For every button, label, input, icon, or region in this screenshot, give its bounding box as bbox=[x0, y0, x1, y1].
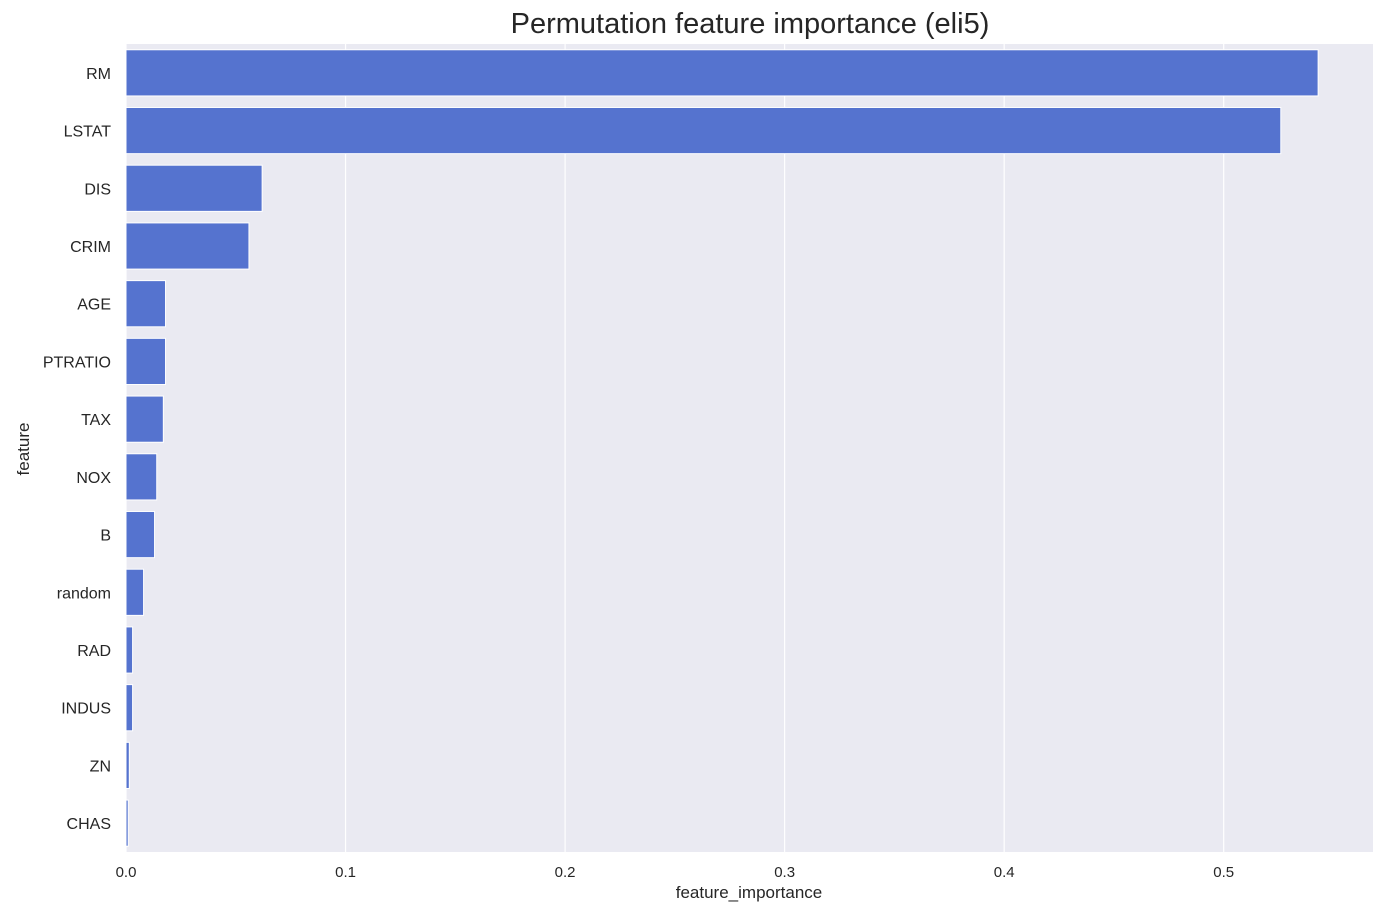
y-tick-label-nox: NOX bbox=[76, 470, 111, 487]
bar-tax bbox=[125, 395, 164, 443]
y-tick-label-tax: TAX bbox=[81, 412, 111, 429]
plot-area bbox=[126, 44, 1373, 852]
y-tick-label-zn: ZN bbox=[90, 758, 111, 775]
y-tick-label-chas: CHAS bbox=[67, 816, 111, 833]
bar-ptratio bbox=[125, 337, 167, 386]
chart-title: Permutation feature importance (eli5) bbox=[511, 8, 990, 40]
bar-b bbox=[125, 510, 156, 559]
bar-rad bbox=[125, 626, 134, 674]
y-tick-label-age: AGE bbox=[77, 297, 111, 314]
bar-nox bbox=[125, 453, 158, 501]
x-axis-label: feature_importance bbox=[676, 883, 822, 902]
bar-rm bbox=[125, 49, 1319, 97]
x-tick-label: 0.2 bbox=[555, 864, 576, 881]
x-tick-label: 0.1 bbox=[335, 864, 356, 881]
y-tick-label-dis: DIS bbox=[84, 181, 111, 198]
x-tick-label: 0.3 bbox=[774, 864, 795, 881]
y-tick-label-crim: CRIM bbox=[70, 239, 111, 256]
y-tick-label-indus: INDUS bbox=[61, 701, 111, 718]
x-tick-label: 0.4 bbox=[994, 864, 1015, 881]
x-tick-label: 0.5 bbox=[1213, 864, 1234, 881]
bar-lstat bbox=[125, 106, 1282, 155]
bar-random bbox=[125, 568, 145, 616]
bar-age bbox=[125, 280, 167, 328]
y-tick-label-b: B bbox=[100, 528, 111, 545]
bar-indus bbox=[125, 684, 134, 732]
y-tick-label-lstat: LSTAT bbox=[64, 124, 112, 141]
bar-chas bbox=[125, 799, 129, 847]
y-tick-label-random: random bbox=[57, 585, 111, 602]
y-tick-label-rm: RM bbox=[86, 66, 111, 83]
bar-crim bbox=[125, 222, 250, 270]
bars bbox=[125, 49, 1319, 847]
y-tick-label-rad: RAD bbox=[77, 643, 111, 660]
y-axis-label: feature bbox=[14, 423, 33, 476]
y-tick-label-ptratio: PTRATIO bbox=[43, 354, 111, 371]
x-tick-labels: 0.0 0.1 0.2 0.3 0.4 0.5 bbox=[116, 864, 1235, 881]
bar-dis bbox=[125, 164, 263, 212]
bar-zn bbox=[125, 741, 130, 790]
x-tick-label: 0.0 bbox=[116, 864, 137, 881]
